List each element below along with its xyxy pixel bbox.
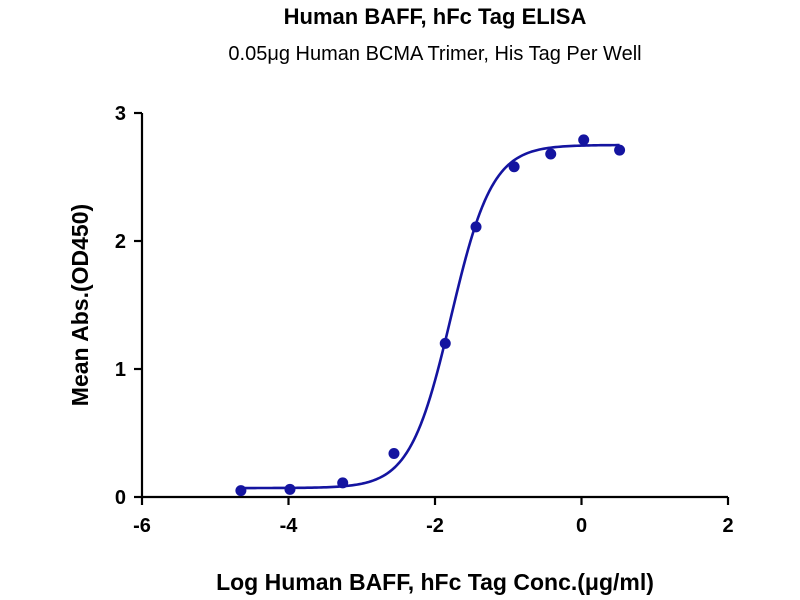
y-tick-label: 0	[115, 487, 126, 509]
y-axis-ticks: 0 1 2 3	[115, 103, 142, 509]
x-tick-label: -4	[280, 515, 299, 537]
data-point	[508, 161, 520, 173]
x-axis-label: Log Human BAFF, hFc Tag Conc.(μg/ml)	[216, 569, 654, 595]
fit-curve	[240, 143, 620, 490]
data-points	[235, 134, 626, 497]
data-point	[470, 221, 482, 233]
data-point	[388, 447, 400, 459]
y-tick-label: 2	[115, 231, 126, 253]
x-tick-label: 0	[576, 515, 587, 537]
chart-subtitle: 0.05μg Human BCMA Trimer, His Tag Per We…	[228, 43, 641, 65]
x-axis-ticks: -6 -4 -2 0 2	[133, 497, 734, 537]
data-point	[578, 134, 590, 146]
data-point	[545, 148, 557, 160]
chart-title: Human BAFF, hFc Tag ELISA	[284, 4, 587, 29]
y-tick-label: 3	[115, 103, 126, 125]
x-tick-label: 2	[722, 515, 733, 537]
data-point	[235, 485, 247, 497]
y-axis-label: Mean Abs.(OD450)	[67, 204, 93, 406]
x-tick-label: -6	[133, 515, 151, 537]
data-point	[284, 483, 296, 495]
data-point	[337, 477, 349, 489]
data-point	[614, 144, 626, 156]
data-point	[439, 337, 451, 349]
y-tick-label: 1	[115, 359, 126, 381]
x-tick-label: -2	[426, 515, 444, 537]
plot-area: 0 1 2 3 -6 -4 -2 0 2	[115, 103, 734, 537]
